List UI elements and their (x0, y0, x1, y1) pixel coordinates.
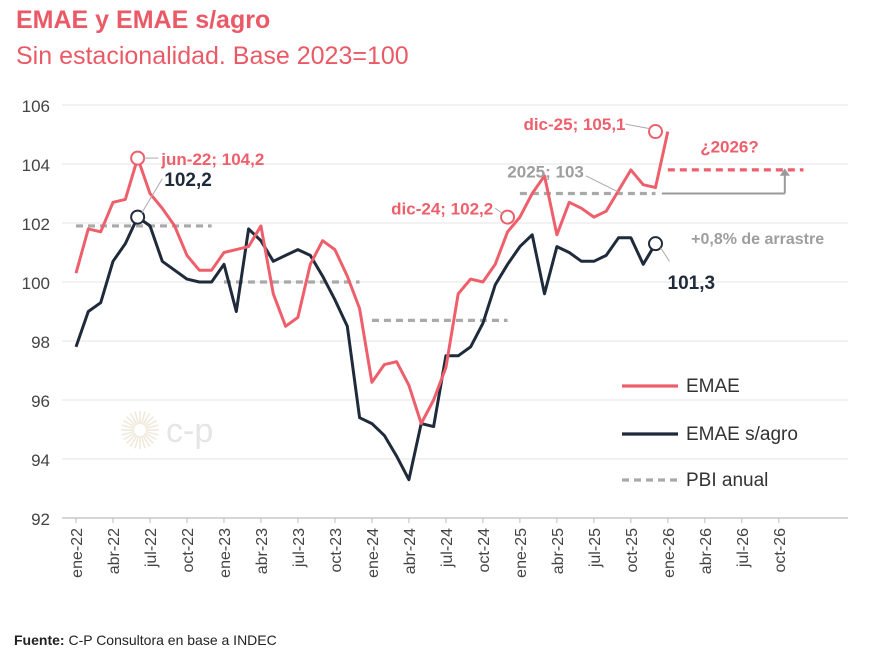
legend-label: PBI anual (686, 470, 768, 491)
annotation-label: +0,8% de arrastre (691, 231, 824, 248)
leader-agro-jun22 (141, 178, 163, 214)
watermark-ray (126, 416, 137, 427)
watermark-ray (145, 424, 159, 430)
watermark-ray (140, 411, 146, 425)
annotation-label: dic-25; 105,1 (523, 115, 625, 134)
x-tick-label: oct-22 (180, 528, 197, 573)
marker-emae-jun22 (130, 150, 146, 166)
leader-dic25 (625, 123, 650, 130)
y-tick-label: 100 (22, 274, 50, 293)
watermark-ray (134, 411, 140, 425)
watermark-ray (142, 434, 151, 447)
y-tick-label: 104 (22, 156, 50, 175)
x-tick-label: abr-23 (254, 528, 271, 574)
emae-s-agro-line (74, 215, 657, 482)
x-tick-label: abr-24 (402, 528, 419, 574)
watermark-ray (129, 434, 138, 447)
annotation-label: jun-22; 104,2 (160, 150, 264, 169)
leader-agro-dic25 (660, 247, 670, 262)
watermark-logo: c-p (121, 411, 213, 450)
watermark-ray (144, 419, 157, 428)
x-tick-label: oct-26 (772, 528, 789, 573)
x-tick-label: oct-23 (328, 528, 345, 573)
x-tick-label: jul-23 (291, 528, 308, 568)
marker-agro-jun22 (130, 209, 146, 225)
source-text: C-P Consultora en base a INDEC (68, 632, 277, 648)
y-tick-label: 96 (31, 392, 50, 411)
x-tick-label: oct-25 (624, 528, 641, 573)
watermark-ray (143, 433, 154, 444)
source-label: Fuente: (14, 632, 65, 648)
legend: EMAE EMAE s/agro PBI anual (622, 376, 798, 491)
watermark-ray (134, 435, 140, 449)
leader-2025 (585, 175, 619, 193)
x-tick-label: jul-25 (587, 528, 604, 568)
watermark-ray (123, 432, 136, 441)
watermark-ray (143, 416, 154, 427)
watermark-ray (121, 424, 135, 430)
watermark-text: c-p (166, 412, 213, 450)
x-tick-label: ene-22 (69, 528, 86, 578)
source-note: Fuente: C-P Consultora en base a INDEC (14, 632, 277, 648)
annotation-label: 101,3 (668, 273, 716, 294)
legend-label: EMAE (686, 376, 740, 397)
x-tick-label: jul-26 (735, 528, 752, 568)
watermark-ray (144, 432, 157, 441)
y-tick-label: 102 (22, 215, 50, 234)
x-tick-label: jul-24 (439, 528, 456, 568)
chart-subtitle: Sin estacionalidad. Base 2023=100 (16, 42, 409, 70)
x-tick-label: abr-26 (698, 528, 715, 574)
annotation-label: 102,2 (164, 170, 212, 191)
annotation-label: dic-24; 102,2 (391, 199, 493, 218)
emae-line (74, 131, 670, 426)
watermark-ray (145, 430, 159, 436)
y-tick-label: 106 (22, 97, 50, 116)
x-tick-label: jul-22 (143, 528, 160, 568)
chart-title: EMAE y EMAE s/agro (16, 6, 271, 34)
watermark-ray (129, 413, 138, 426)
marker-agro-dic25 (648, 236, 664, 252)
annotation-label: ¿2026? (700, 137, 759, 156)
legend-label: EMAE s/agro (686, 424, 798, 445)
x-tick-label: ene-26 (661, 528, 678, 578)
arrastre-arrowhead (779, 168, 790, 176)
watermark-ray (123, 419, 136, 428)
watermark-ray (121, 430, 135, 436)
x-tick-label: abr-25 (550, 528, 567, 574)
x-tick-label: ene-25 (513, 528, 530, 578)
x-tick-label: oct-24 (476, 528, 493, 573)
watermark-ray (142, 413, 151, 426)
annotation-label: 2025; 103 (507, 162, 584, 181)
watermark-ray (140, 435, 146, 449)
watermark-ray (126, 433, 137, 444)
y-tick-label: 94 (31, 451, 50, 470)
x-tick-label: abr-22 (106, 528, 123, 574)
x-tick-label: ene-24 (365, 528, 382, 578)
y-tick-label: 92 (31, 510, 50, 529)
x-tick-label: ene-23 (217, 528, 234, 578)
leader-dic24 (494, 207, 504, 215)
marker-emae-dic25 (648, 124, 664, 140)
y-tick-label: 98 (31, 333, 50, 352)
marker-emae-dic24 (500, 209, 516, 225)
